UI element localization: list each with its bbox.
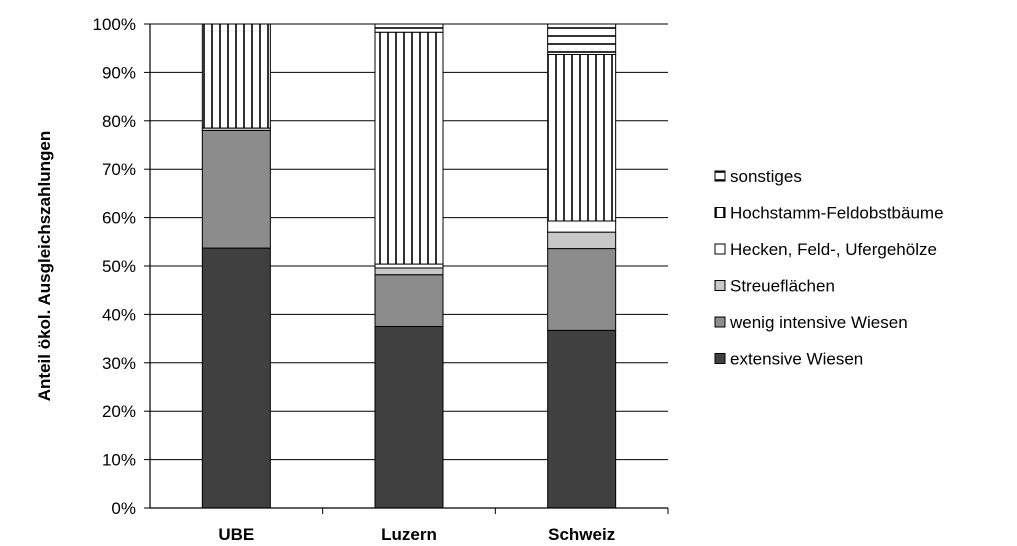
legend-label-hecken-feld-ufergeholze: Hecken, Feld-, Ufergehölze [730, 240, 937, 259]
legend-swatch-sonstiges [714, 170, 726, 182]
bar-segment-luzern-streueflachen [374, 267, 444, 276]
legend-swatch-extensive-wiesen [714, 353, 726, 364]
bar-segment-schweiz-streueflachen [547, 231, 617, 250]
y-tick-label: 50% [102, 257, 136, 276]
y-tick-label: 10% [102, 451, 136, 470]
y-tick-label: 30% [102, 354, 136, 373]
axes [149, 24, 668, 509]
y-tick-label: 60% [102, 209, 136, 228]
y-tick-label: 0% [111, 499, 136, 518]
y-tick-label: 100% [93, 15, 136, 34]
legend-label-hochstamm-feldobstbaume: Hochstamm-Feldobstbäume [730, 204, 944, 223]
legend-label-sonstiges: sonstiges [730, 167, 802, 186]
x-tick-labels: UBE Luzern Schweiz [218, 525, 615, 544]
y-tick-label: 40% [102, 305, 136, 324]
y-tick-label: 80% [102, 112, 136, 131]
bar-segment-luzern-extensive-wiesen [374, 326, 444, 509]
bar-segment-schweiz-extensive-wiesen [547, 329, 617, 509]
bar-segment-luzern-hecken-feld-ufergeholze [374, 263, 444, 269]
bar-segment-ube-hochstamm-feldobstbaume [201, 23, 271, 129]
legend-label-streueflachen: Streueflächen [730, 277, 835, 296]
legend-swatch-hochstamm-feldobstbaume [714, 207, 726, 218]
bar-segment-ube-extensive-wiesen [201, 247, 271, 509]
legend-swatch-wenig-intensive-wiesen [714, 316, 726, 328]
legend-label-extensive-wiesen: extensive Wiesen [730, 350, 863, 369]
x-tick-label-ube: UBE [218, 525, 254, 544]
legend-swatch-hecken-feld-ufergeholze [714, 243, 726, 255]
x-tick-label-luzern: Luzern [381, 525, 437, 544]
legend: sonstiges Hochstamm-Feldobstbäume Hecken, … [714, 167, 944, 369]
x-tick-label-schweiz: Schweiz [548, 525, 615, 544]
bars [201, 23, 617, 509]
bar-segment-luzern-hochstamm-feldobstbaume [374, 31, 444, 265]
bar-segment-luzern-sonstiges [374, 23, 444, 33]
bar-segment-schweiz-wenig-intensive-wiesen [547, 248, 617, 331]
legend-swatch-streueflachen [714, 280, 726, 291]
bar-segment-schweiz-hecken-feld-ufergeholze [547, 220, 617, 233]
y-tick-labels: 0% 10% 20% 30% 40% 50% 60% 70% 80% 90% 100% [93, 15, 136, 518]
bar-segment-ube-wenig-intensive-wiesen [201, 129, 271, 249]
bar-segment-luzern-wenig-intensive-wiesen [374, 274, 444, 328]
y-axis-title: Anteil ökol. Ausgleichszahlungen [35, 131, 54, 401]
y-tick-label: 70% [102, 160, 136, 179]
legend-label-wenig-intensive-wiesen: wenig intensive Wiesen [729, 313, 908, 332]
y-tick-label: 90% [102, 63, 136, 82]
bar-segment-schweiz-hochstamm-feldobstbaume [547, 53, 617, 222]
bar-segment-schweiz-sonstiges [547, 23, 617, 55]
y-tick-label: 20% [102, 402, 136, 421]
